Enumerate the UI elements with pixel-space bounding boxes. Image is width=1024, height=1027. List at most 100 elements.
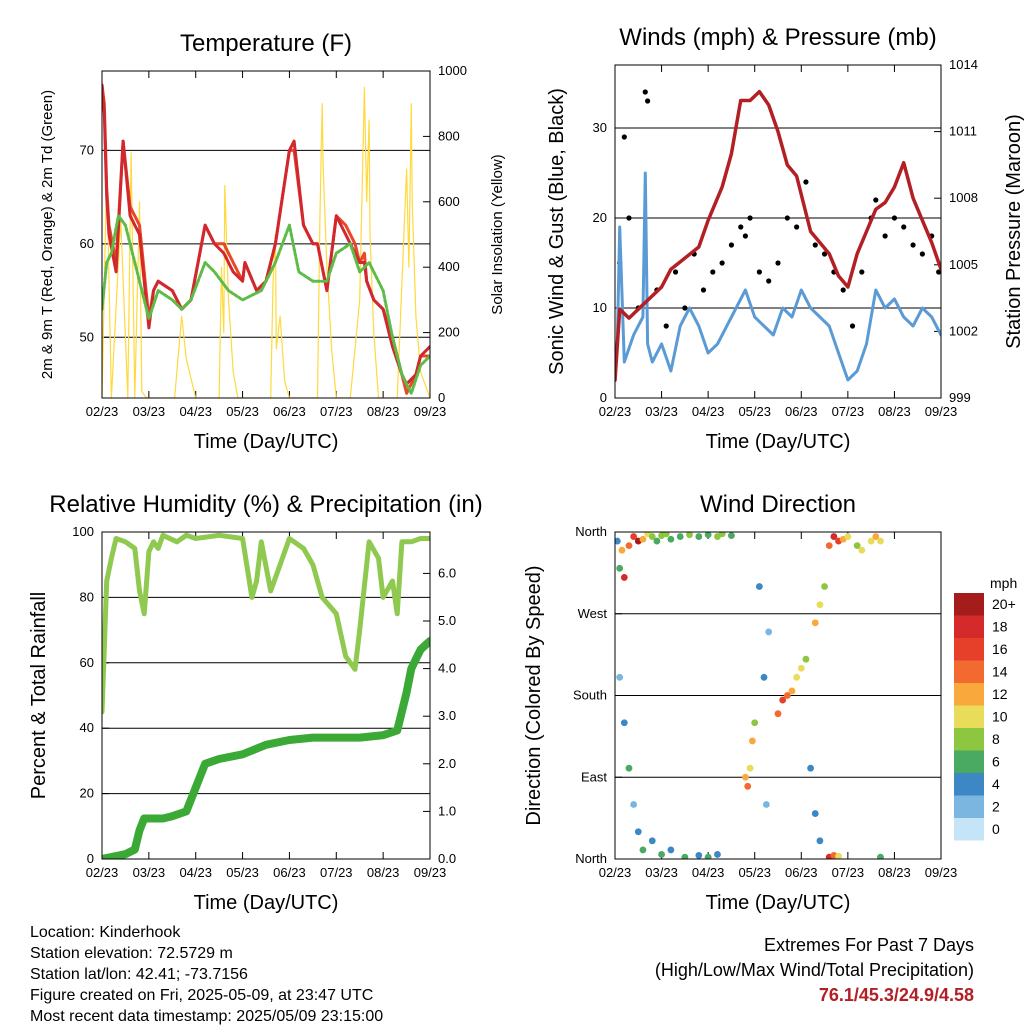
xtick-label: 04/23	[692, 404, 725, 419]
direction-point	[858, 546, 866, 554]
xtick-label: 05/23	[738, 404, 771, 419]
ytick-label: 60	[80, 655, 94, 670]
ytick-right-label: 400	[438, 259, 460, 274]
xtick-label: 05/23	[226, 865, 259, 880]
ytick-label: South	[573, 688, 607, 703]
legend-title: mph	[990, 575, 1017, 591]
ytick-label: North	[575, 851, 607, 866]
direction-point	[662, 532, 670, 538]
ytick-right-label: 2.0	[438, 756, 456, 771]
plot-area	[615, 89, 941, 382]
gust-point	[873, 197, 879, 203]
xtick-label: 07/23	[832, 865, 865, 880]
ytick-right-label: 1014	[949, 57, 978, 72]
xtick-label: 03/23	[645, 404, 678, 419]
gust-point	[728, 242, 735, 248]
gust-point	[626, 215, 632, 221]
direction-point	[653, 537, 661, 545]
panel-3: Relative Humidity (%) & Precipitation (i…	[28, 491, 483, 914]
gust-point	[682, 305, 688, 311]
xtick-label: 02/23	[599, 404, 632, 419]
y-axis-label: 2m & 9m T (Red, Orange) & 2m Td (Green)	[39, 90, 56, 379]
xtick-label: 08/23	[367, 404, 400, 419]
direction-point	[783, 692, 791, 699]
direction-point	[835, 852, 842, 859]
gust-point	[882, 233, 888, 239]
station-elevation: Station elevation: 72.5729 m	[30, 945, 233, 962]
xtick-label: 06/23	[273, 865, 306, 880]
gust-point	[891, 215, 898, 221]
ytick-right-label: 1008	[949, 190, 978, 205]
direction-point	[774, 710, 782, 718]
direction-point	[811, 619, 819, 627]
gust-point	[766, 278, 772, 284]
legend-swatch	[954, 773, 984, 796]
gust-point	[840, 287, 846, 293]
panel-title: Winds (mph) & Pressure (mb)	[619, 24, 936, 51]
xtick-label: 07/23	[832, 404, 865, 419]
x-axis-label: Time (Day/UTC)	[194, 431, 339, 453]
direction-point	[746, 764, 754, 772]
direction-point	[681, 853, 689, 859]
direction-point	[853, 542, 861, 550]
xtick-label: 05/23	[226, 404, 259, 419]
xtick-label: 09/23	[414, 404, 447, 419]
direction-point	[765, 628, 773, 636]
legend-label: 2	[992, 799, 1000, 815]
gust-point	[719, 260, 725, 266]
gust-point	[756, 269, 762, 275]
direction-point	[825, 542, 833, 550]
ytick-right-label: 1.0	[438, 803, 456, 818]
ytick-right-label: 999	[949, 390, 971, 405]
ytick-label: West	[578, 606, 608, 621]
ytick-label: 20	[593, 210, 607, 225]
x-axis-label: Time (Day/UTC)	[194, 892, 339, 914]
ytick-right-label: 600	[438, 194, 460, 209]
legend-label: 12	[992, 686, 1008, 702]
direction-point	[821, 583, 828, 590]
gust-point	[910, 242, 916, 248]
gust-point	[621, 134, 627, 140]
legend-label: 0	[992, 821, 1000, 837]
legend-swatch	[954, 750, 984, 773]
direction-point	[704, 853, 712, 859]
direction-point	[816, 837, 824, 845]
panel-2: Winds (mph) & Pressure (mb) 0 10 20 30 999 100…	[546, 24, 1024, 453]
xtick-label: 02/23	[86, 865, 119, 880]
xtick-label: 08/23	[878, 865, 911, 880]
direction-point	[788, 687, 796, 695]
gust-point	[642, 89, 648, 95]
ytick-label: 0	[87, 851, 94, 866]
legend-label: 4	[992, 776, 1000, 792]
legend-swatch	[954, 593, 984, 616]
direction-point	[748, 737, 756, 745]
gust-point	[936, 269, 941, 275]
direction-point	[658, 851, 665, 858]
gust-point	[901, 224, 907, 230]
xtick-label: 09/23	[925, 404, 958, 419]
direction-point	[714, 851, 721, 858]
ytick-right-label: 1002	[949, 323, 978, 338]
ytick-right-label: 0.0	[438, 851, 456, 866]
ytick-label: East	[581, 769, 607, 784]
xtick-label: 05/23	[738, 865, 771, 880]
direction-point	[625, 542, 633, 550]
extremes-values: 76.1/45.3/24.9/4.58	[818, 985, 974, 1005]
extremes-subtitle: (High/Low/Max Wind/Total Precipitation)	[654, 960, 974, 980]
plot-frame	[101, 531, 431, 860]
y-axis-label: Percent & Total Rainfall	[28, 592, 50, 800]
ytick-label: 40	[80, 720, 94, 735]
gust-point	[672, 269, 679, 275]
xtick-label: 07/23	[320, 865, 353, 880]
direction-point	[867, 537, 875, 545]
direction-point	[634, 828, 642, 836]
xtick-label: 06/23	[785, 865, 818, 880]
direction-point	[718, 532, 726, 538]
direction-point	[793, 673, 801, 681]
plot-frame	[614, 531, 942, 860]
series-line-2	[615, 171, 941, 382]
xtick-label: 06/23	[785, 404, 818, 419]
xtick-label: 08/23	[367, 865, 400, 880]
ytick-label: 80	[80, 589, 94, 604]
gust-point	[821, 251, 828, 257]
